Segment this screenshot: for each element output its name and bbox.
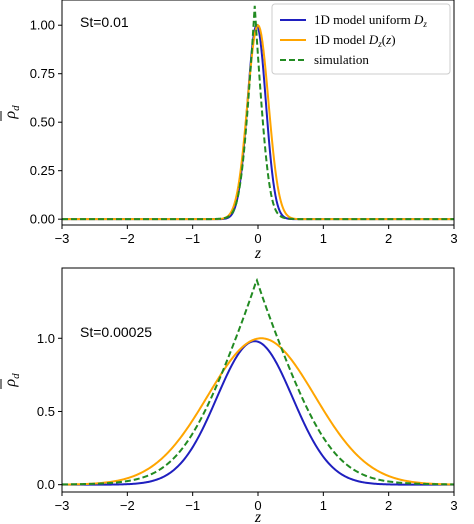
top-ytick-label-2: 0.50 xyxy=(30,115,55,130)
top-series-layer xyxy=(62,5,454,221)
legend-label-uniform: 1D model uniform Dz xyxy=(314,12,427,29)
top-xtick-label-1: −2 xyxy=(120,231,135,246)
bottom-xtick-label-6: 3 xyxy=(450,498,457,513)
legend-box xyxy=(271,3,451,75)
bottom-ytick-label-2: 1.0 xyxy=(37,331,55,346)
bottom-xlabel: z xyxy=(254,509,262,524)
top-panel: −3 −2 −1 0 1 2 3 0.00 0.25 0.50 0.75 1.00 St=0.01 z… xyxy=(0,0,458,262)
bottom-ytick-label-1: 0.5 xyxy=(37,404,55,419)
bottom-series-0-line xyxy=(62,340,454,486)
bottom-ticks-layer: −3 −2 −1 0 1 2 3 0.0 0.5 1.0 xyxy=(37,331,458,513)
legend: 1D model uniform Dz 1D model Dz(z) simul… xyxy=(271,3,451,75)
top-xtick-label-3: 0 xyxy=(254,231,261,246)
bottom-xtick-label-5: 2 xyxy=(385,498,392,513)
top-ytick-label-1: 0.25 xyxy=(30,163,55,178)
legend-label-simulation: simulation xyxy=(314,52,369,67)
top-xtick-label-2: −1 xyxy=(185,231,200,246)
bottom-series-layer xyxy=(61,277,455,486)
top-ytick-label-4: 1.00 xyxy=(30,18,55,33)
top-ticks-layer: −3 −2 −1 0 1 2 3 0.00 0.25 0.50 0.75 1.00 xyxy=(30,18,458,246)
svg-text:ρd: ρd xyxy=(2,373,22,388)
top-ylabel: ρd xyxy=(0,105,22,121)
bottom-xtick-label-0: −3 xyxy=(55,498,70,513)
top-series-2-line xyxy=(62,5,454,221)
legend-label-varying: 1D model Dz(z) xyxy=(314,32,396,49)
top-annotation: St=0.01 xyxy=(80,14,129,30)
bottom-xtick-label-1: −2 xyxy=(120,498,135,513)
bottom-axes-frame xyxy=(61,267,455,493)
top-xtick-label-4: 1 xyxy=(320,231,327,246)
bottom-series-2-line xyxy=(61,277,455,486)
top-xtick-label-6: 3 xyxy=(450,231,457,246)
bottom-ylabel: ρd xyxy=(0,373,22,389)
bottom-panel: −3 −2 −1 0 1 2 3 0.0 0.5 1.0 St=0.00025 z ρd xyxy=(0,267,458,524)
bottom-ytick-label-0: 0.0 xyxy=(37,477,55,492)
bottom-xtick-label-4: 1 xyxy=(320,498,327,513)
top-xtick-label-5: 2 xyxy=(385,231,392,246)
bottom-annotation: St=0.00025 xyxy=(80,324,152,340)
svg-text:ρd: ρd xyxy=(2,105,22,120)
top-ytick-label-3: 0.75 xyxy=(30,66,55,81)
bottom-xtick-label-3: 0 xyxy=(254,498,261,513)
top-xtick-label-0: −3 xyxy=(55,231,70,246)
top-xlabel: z xyxy=(254,245,262,262)
bottom-xtick-label-2: −1 xyxy=(185,498,200,513)
top-ytick-label-0: 0.00 xyxy=(30,212,55,227)
bottom-series-1-line xyxy=(61,337,455,486)
